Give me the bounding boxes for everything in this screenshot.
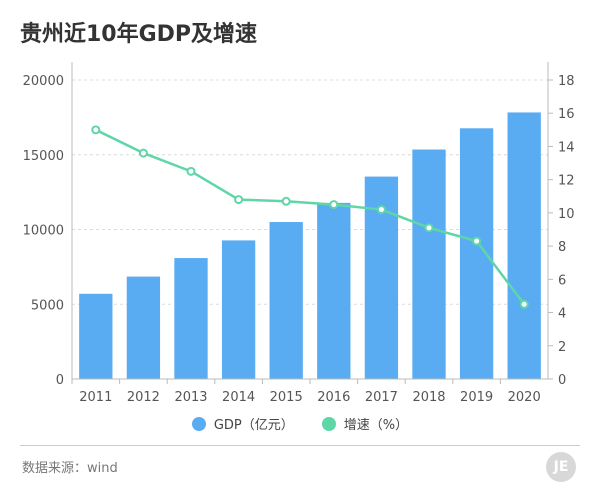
- chart-title: 贵州近10年GDP及增速: [20, 22, 258, 47]
- y-right-tick-6: 6: [558, 273, 566, 288]
- y-right-tick-12: 12: [558, 174, 575, 189]
- x-tick-2011: 2011: [79, 390, 112, 405]
- bar-2013: [174, 258, 208, 379]
- bar-layer: [79, 112, 541, 379]
- y-right-tick-14: 14: [558, 140, 575, 155]
- footer-divider: [20, 445, 580, 446]
- x-tick-2016: 2016: [317, 390, 350, 405]
- y-right-tick-10: 10: [558, 207, 575, 222]
- x-tick-2013: 2013: [174, 390, 207, 405]
- y-left-tick-0: 0: [56, 373, 64, 388]
- legend-label-growth: 增速（%）: [343, 418, 409, 433]
- bar-2014: [221, 240, 256, 379]
- brand-logo: JE: [546, 452, 576, 482]
- bar-2016: [317, 202, 351, 379]
- y-left-tick-20000: 20000: [23, 74, 64, 89]
- bar-2018: [412, 149, 446, 379]
- growth-line: [95, 128, 526, 306]
- growth-point-2016: [329, 200, 339, 210]
- legend: GDP（亿元） 增速（%）: [0, 414, 600, 433]
- bar-2020: [507, 112, 541, 379]
- y-right-tick-0: 0: [558, 373, 566, 388]
- bar-2011: [79, 293, 113, 379]
- bar-2015: [269, 222, 303, 379]
- growth-point-2020: [519, 299, 529, 309]
- y-right-tick-18: 18: [558, 74, 575, 89]
- growth-point-2011: [91, 125, 101, 135]
- growth-point-2014: [234, 195, 244, 205]
- x-tick-2020: 2020: [508, 390, 541, 405]
- y-right-tick-16: 16: [558, 107, 575, 122]
- legend-item-growth[interactable]: 增速（%）: [321, 414, 409, 433]
- growth-point-2019: [472, 236, 482, 246]
- y-left-tick-5000: 5000: [31, 298, 64, 313]
- legend-item-gdp[interactable]: GDP（亿元）: [191, 414, 294, 433]
- growth-point-2012: [138, 148, 148, 158]
- data-source: 数据来源：wind: [22, 461, 118, 476]
- x-tick-2012: 2012: [127, 390, 160, 405]
- legend-swatch-gdp: [191, 416, 206, 431]
- y-right-tick-8: 8: [558, 240, 566, 255]
- bar-2019: [459, 128, 494, 379]
- x-tick-2015: 2015: [270, 390, 303, 405]
- y-left-tick-15000: 15000: [23, 149, 64, 164]
- x-tick-2019: 2019: [460, 390, 493, 405]
- y-left-tick-10000: 10000: [23, 224, 64, 239]
- growth-point-2013: [186, 166, 196, 176]
- axis-layer: 0 5000 10000 15000 20000 0 2 4 6 8 10 12 14 16 18 2011 2…: [23, 62, 575, 405]
- growth-point-2015: [281, 196, 291, 206]
- x-tick-2014: 2014: [222, 390, 255, 405]
- legend-label-gdp: GDP（亿元）: [213, 418, 294, 433]
- y-right-tick-2: 2: [558, 340, 566, 355]
- line-layer: [91, 125, 529, 309]
- growth-point-2018: [424, 223, 434, 233]
- bar-2012: [126, 276, 161, 379]
- y-right-tick-4: 4: [558, 307, 566, 322]
- x-tick-2018: 2018: [412, 390, 445, 405]
- legend-swatch-growth: [321, 416, 336, 431]
- growth-point-2017: [376, 205, 386, 215]
- x-tick-2017: 2017: [365, 390, 398, 405]
